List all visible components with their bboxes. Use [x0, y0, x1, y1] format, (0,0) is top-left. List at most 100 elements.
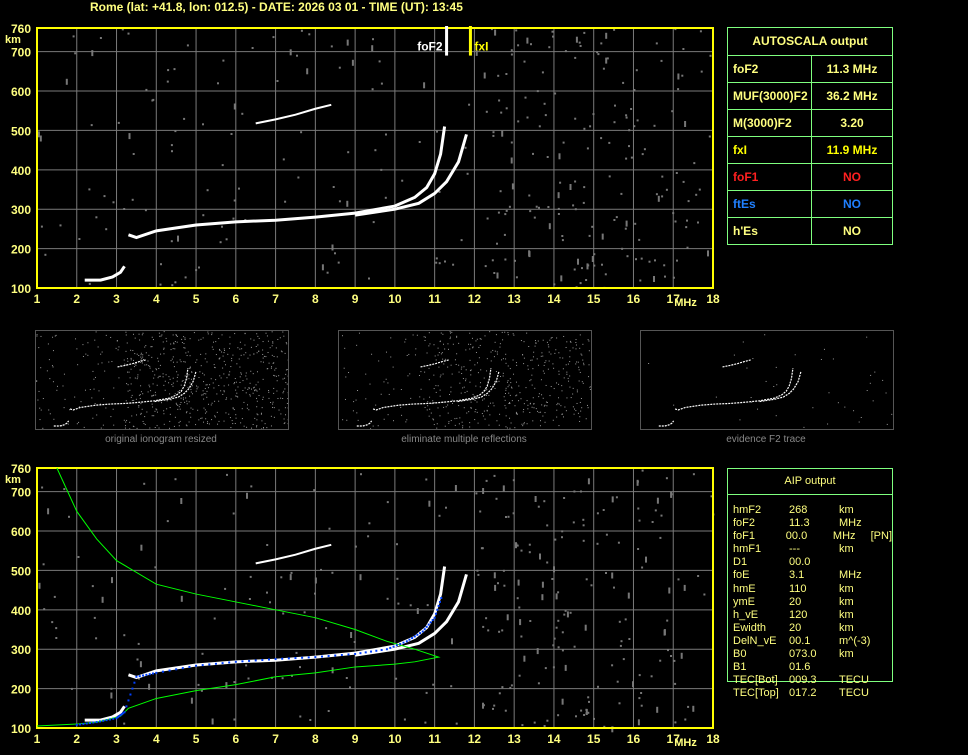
noise-dot: [52, 336, 54, 338]
noise-dot: [156, 411, 158, 413]
noise-dot: [160, 353, 162, 355]
noise-dot: [177, 391, 179, 393]
fit-point: [122, 712, 125, 715]
noise-dot: [210, 378, 212, 380]
noise-dot: [536, 410, 538, 412]
noise-dot: [68, 515, 70, 518]
noise-dot: [557, 591, 560, 594]
aip-unit: m^(-3): [839, 634, 871, 647]
noise-dot: [224, 349, 226, 351]
aip-param: hmF1: [733, 543, 762, 556]
echo-trace: [457, 370, 500, 403]
noise-dot: [544, 404, 546, 406]
noise-dot: [223, 352, 225, 354]
noise-dot: [101, 596, 104, 603]
noise-dot: [202, 123, 204, 126]
noise-dot: [146, 364, 148, 366]
noise-dot: [543, 372, 545, 374]
noise-dot: [365, 373, 367, 375]
noise-dot: [510, 382, 512, 384]
noise-dot: [439, 389, 441, 391]
noise-dot: [428, 379, 430, 381]
noise-dot: [618, 620, 621, 623]
noise-dot: [542, 339, 544, 341]
noise-dot: [125, 350, 127, 352]
noise-dot: [256, 425, 258, 427]
autoscala-row: foF2 11.3 MHz: [728, 56, 892, 83]
noise-dot: [452, 402, 454, 404]
noise-dot: [134, 377, 136, 379]
noise-dot: [520, 398, 522, 400]
aip-unit: km: [839, 608, 854, 621]
noise-dot: [378, 60, 381, 63]
fit-point: [423, 628, 426, 631]
noise-dot: [257, 335, 259, 337]
noise-dot: [171, 358, 173, 360]
noise-dot: [244, 344, 246, 346]
noise-dot: [751, 401, 753, 403]
noise-dot: [231, 357, 233, 359]
noise-dot: [522, 425, 524, 427]
noise-dot: [482, 488, 485, 494]
noise-dot: [456, 335, 458, 337]
noise-dot: [215, 379, 217, 381]
noise-dot: [211, 718, 214, 725]
noise-dot: [123, 722, 126, 725]
noise-dot: [648, 260, 651, 263]
noise-dot: [348, 372, 350, 374]
noise-dot: [552, 363, 554, 365]
noise-dot: [252, 392, 254, 394]
noise-dot: [276, 356, 278, 358]
noise-dot: [52, 350, 54, 352]
noise-dot: [539, 420, 541, 422]
x-tick-label: 5: [193, 292, 200, 306]
noise-dot: [556, 416, 558, 418]
noise-dot: [245, 375, 247, 377]
noise-dot: [270, 415, 272, 417]
noise-dot: [163, 410, 165, 412]
noise-dot: [418, 375, 420, 377]
noise-dot: [272, 36, 275, 39]
noise-dot: [55, 334, 57, 336]
noise-dot: [529, 411, 531, 413]
noise-dot: [568, 380, 570, 382]
noise-dot: [337, 261, 340, 264]
noise-dot: [133, 399, 135, 401]
noise-dot: [591, 256, 594, 262]
noise-dot: [159, 375, 161, 377]
noise-dot: [371, 88, 374, 91]
fit-point: [98, 720, 101, 723]
noise-dot: [589, 386, 591, 388]
noise-dot: [48, 359, 50, 361]
noise-dot: [532, 152, 534, 155]
noise-dot: [154, 426, 156, 428]
noise-dot: [447, 366, 449, 368]
noise-dot: [273, 374, 275, 376]
noise-dot: [470, 343, 472, 345]
noise-dot: [538, 206, 540, 209]
noise-dot: [477, 422, 479, 424]
noise-dot: [129, 389, 131, 391]
fit-point: [287, 657, 290, 660]
noise-dot: [154, 374, 156, 376]
y-tick-label: 500: [11, 564, 31, 578]
noise-dot: [537, 364, 539, 366]
x-tick-label: 1: [34, 292, 41, 306]
noise-dot: [283, 418, 285, 420]
noise-dot: [491, 259, 494, 262]
noise-dot: [442, 358, 444, 360]
fit-point: [89, 722, 92, 725]
noise-dot: [428, 415, 430, 417]
echo-trace: [84, 705, 126, 722]
noise-dot: [266, 427, 268, 429]
noise-dot: [241, 418, 243, 420]
fit-point: [112, 717, 115, 720]
noise-dot: [605, 533, 608, 536]
noise-dot: [672, 276, 675, 279]
noise-dot: [526, 423, 528, 425]
noise-dot: [535, 205, 538, 208]
noise-dot: [125, 400, 127, 402]
noise-dot: [588, 234, 591, 237]
x-tick-label: 6: [232, 292, 239, 306]
